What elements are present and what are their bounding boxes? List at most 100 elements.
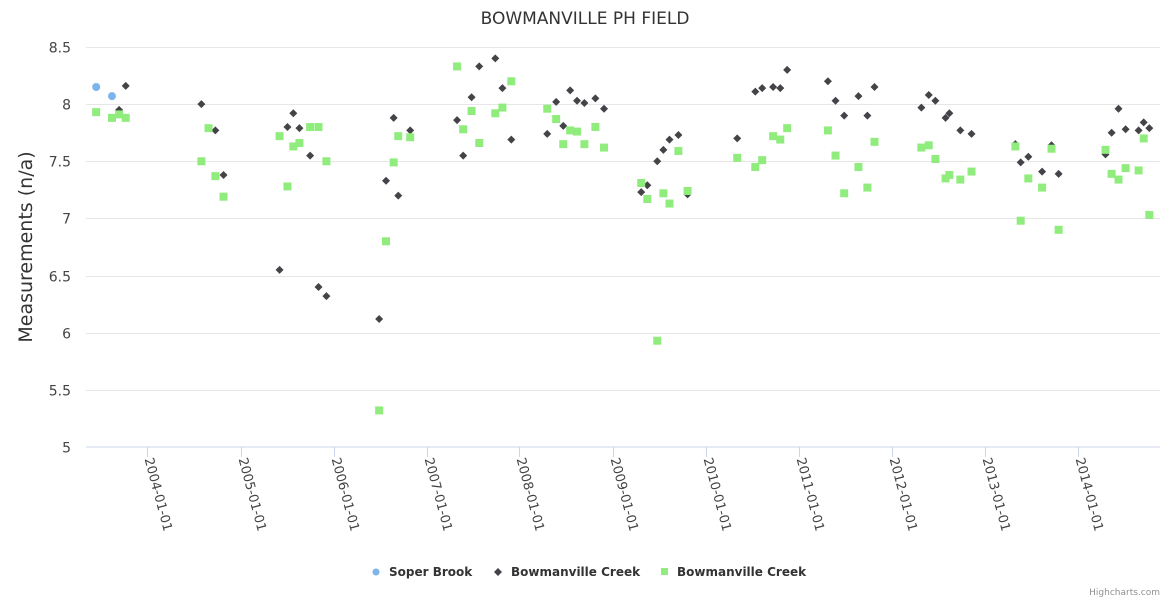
data-point[interactable] [831, 151, 840, 160]
data-point[interactable] [758, 156, 767, 165]
data-point[interactable] [1038, 167, 1047, 176]
data-point[interactable] [453, 62, 462, 71]
data-point[interactable] [776, 135, 785, 144]
data-point[interactable] [283, 182, 292, 191]
data-point[interactable] [659, 145, 668, 154]
data-point[interactable] [1016, 158, 1025, 167]
data-point[interactable] [295, 139, 304, 147]
data-point[interactable] [870, 137, 879, 146]
data-point[interactable] [600, 104, 609, 113]
data-point[interactable] [197, 157, 206, 166]
data-point[interactable] [854, 163, 863, 171]
data-point[interactable] [931, 155, 940, 163]
data-point[interactable] [1054, 169, 1063, 178]
data-point[interactable] [600, 143, 609, 152]
data-point[interactable] [566, 86, 575, 95]
data-point[interactable] [406, 126, 415, 135]
data-point[interactable] [467, 107, 476, 115]
data-point[interactable] [769, 83, 778, 91]
data-point[interactable] [1134, 126, 1143, 135]
data-point[interactable] [543, 129, 552, 138]
data-point[interactable] [643, 181, 652, 190]
data-point[interactable] [591, 123, 600, 131]
data-point[interactable] [573, 127, 582, 136]
data-point[interactable] [498, 84, 507, 93]
data-point[interactable] [314, 283, 323, 291]
data-point[interactable] [375, 315, 384, 323]
data-point[interactable] [854, 92, 863, 101]
data-point[interactable] [107, 92, 116, 101]
data-point[interactable] [552, 115, 561, 123]
data-point[interactable] [1114, 104, 1123, 113]
data-point[interactable] [956, 175, 965, 184]
data-point[interactable] [507, 77, 516, 86]
data-point[interactable] [840, 189, 849, 198]
data-point[interactable] [863, 183, 872, 192]
data-point[interactable] [543, 104, 552, 113]
data-point[interactable] [870, 83, 879, 91]
data-point[interactable] [917, 103, 926, 112]
data-point[interactable] [1038, 183, 1047, 192]
data-point[interactable] [1016, 216, 1025, 225]
data-point[interactable] [491, 109, 500, 118]
data-point[interactable] [475, 62, 484, 71]
data-point[interactable] [1145, 211, 1154, 219]
data-point[interactable] [783, 124, 792, 133]
data-point[interactable] [204, 124, 213, 133]
data-point[interactable] [924, 91, 933, 99]
data-point[interactable] [389, 158, 398, 167]
data-point[interactable] [924, 141, 933, 150]
data-point[interactable] [831, 96, 840, 105]
data-point[interactable] [653, 157, 662, 166]
data-point[interactable] [674, 147, 683, 155]
data-point[interactable] [459, 125, 468, 134]
data-point[interactable] [275, 265, 284, 274]
data-point[interactable] [459, 151, 468, 160]
data-point[interactable] [776, 84, 785, 93]
data-point[interactable] [491, 54, 500, 63]
data-point[interactable] [941, 113, 950, 122]
data-point[interactable] [674, 131, 683, 139]
data-point[interactable] [573, 96, 582, 105]
data-point[interactable] [1107, 128, 1116, 137]
legend-label[interactable]: Bowmanville Creek [511, 565, 641, 579]
data-point[interactable] [840, 111, 849, 120]
data-point[interactable] [956, 126, 965, 135]
data-point[interactable] [453, 116, 462, 125]
data-point[interactable] [823, 77, 832, 86]
data-point[interactable] [322, 292, 331, 301]
data-point[interactable] [115, 110, 124, 119]
legend-label[interactable]: Soper Brook [389, 565, 473, 579]
data-point[interactable] [863, 111, 872, 120]
data-point[interactable] [475, 139, 484, 147]
data-point[interactable] [733, 153, 742, 162]
data-point[interactable] [382, 237, 391, 246]
data-point[interactable] [758, 84, 767, 93]
data-point[interactable] [289, 142, 298, 151]
data-point[interactable] [389, 113, 398, 122]
data-point[interactable] [552, 97, 561, 106]
data-point[interactable] [665, 199, 674, 208]
data-point[interactable] [394, 191, 403, 200]
data-point[interactable] [1121, 125, 1130, 134]
data-point[interactable] [967, 167, 976, 176]
data-point[interactable] [295, 124, 304, 133]
data-point[interactable] [1139, 134, 1148, 143]
data-point[interactable] [92, 108, 101, 117]
data-point[interactable] [107, 113, 116, 122]
legend-label[interactable]: Bowmanville Creek [677, 565, 807, 579]
data-point[interactable] [643, 195, 652, 203]
data-point[interactable] [406, 133, 415, 142]
data-point[interactable] [382, 176, 391, 185]
data-point[interactable] [121, 113, 130, 122]
data-point[interactable] [751, 87, 760, 96]
data-point[interactable] [945, 109, 954, 118]
data-point[interactable] [683, 187, 692, 195]
data-point[interactable] [1101, 145, 1110, 154]
data-point[interactable] [1134, 166, 1143, 175]
data-point[interactable] [283, 123, 292, 131]
legend-item-soper-brook[interactable]: Soper Brook [372, 565, 474, 579]
data-point[interactable] [733, 134, 742, 143]
data-point[interactable] [211, 172, 220, 181]
data-point[interactable] [1011, 142, 1020, 151]
